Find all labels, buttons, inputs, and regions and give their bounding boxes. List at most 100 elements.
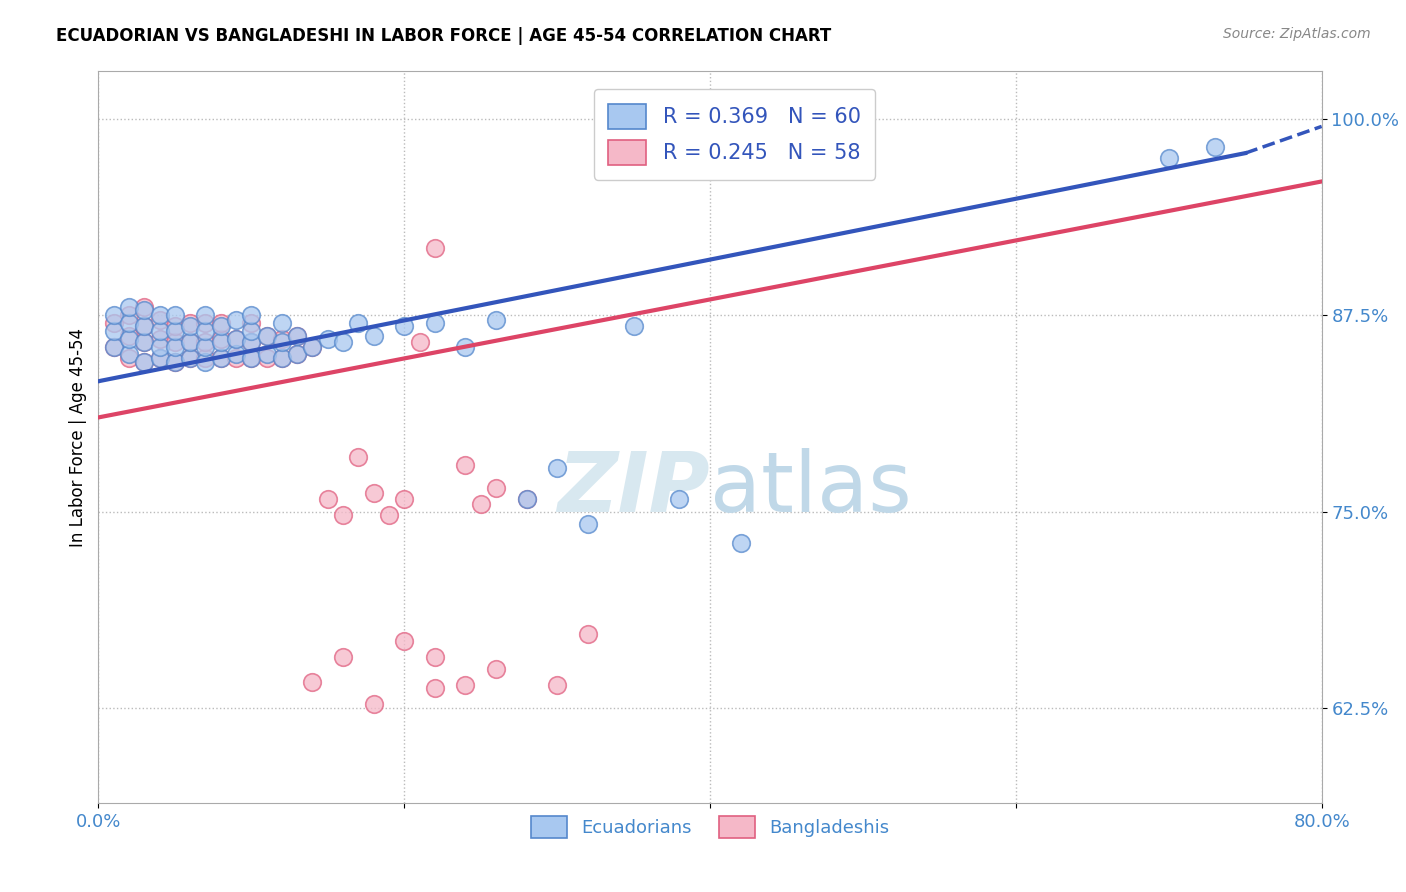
Point: [209, 316, 232, 330]
Point: [209, 334, 232, 349]
Point: [423, 681, 446, 695]
Point: [134, 355, 156, 369]
Point: [240, 308, 263, 322]
Point: [270, 334, 292, 349]
Point: [118, 351, 141, 365]
Point: [301, 340, 323, 354]
Point: [1157, 151, 1180, 165]
Point: [149, 351, 172, 365]
Point: [225, 347, 247, 361]
Point: [118, 308, 141, 322]
Point: [363, 486, 385, 500]
Point: [301, 340, 323, 354]
Point: [134, 301, 156, 315]
Point: [485, 481, 508, 495]
Point: [454, 458, 477, 472]
Point: [103, 308, 125, 322]
Point: [163, 355, 186, 369]
Point: [363, 697, 385, 711]
Point: [163, 308, 186, 322]
Point: [194, 324, 217, 338]
Legend: Ecuadorians, Bangladeshis: Ecuadorians, Bangladeshis: [523, 808, 897, 845]
Point: [240, 334, 263, 349]
Point: [485, 313, 508, 327]
Point: [240, 351, 263, 365]
Point: [332, 508, 354, 522]
Point: [516, 492, 538, 507]
Point: [225, 332, 247, 346]
Point: [485, 662, 508, 676]
Point: [392, 492, 416, 507]
Point: [576, 517, 599, 532]
Point: [301, 674, 323, 689]
Point: [270, 351, 292, 365]
Point: [623, 319, 645, 334]
Point: [134, 355, 156, 369]
Point: [225, 332, 247, 346]
Point: [209, 351, 232, 365]
Point: [454, 340, 477, 354]
Point: [194, 334, 217, 349]
Point: [408, 334, 430, 349]
Point: [270, 316, 292, 330]
Point: [225, 313, 247, 327]
Point: [134, 303, 156, 318]
Point: [118, 347, 141, 361]
Point: [730, 536, 752, 550]
Point: [256, 328, 278, 343]
Point: [134, 334, 156, 349]
Point: [149, 340, 172, 354]
Point: [179, 316, 201, 330]
Point: [149, 332, 172, 346]
Text: atlas: atlas: [710, 448, 911, 529]
Point: [149, 351, 172, 365]
Point: [1204, 140, 1226, 154]
Point: [209, 351, 232, 365]
Point: [209, 319, 232, 334]
Point: [163, 355, 186, 369]
Point: [179, 351, 201, 365]
Point: [118, 328, 141, 343]
Point: [149, 324, 172, 338]
Point: [285, 347, 308, 361]
Point: [134, 319, 156, 334]
Point: [423, 241, 446, 255]
Point: [270, 332, 292, 346]
Point: [194, 351, 217, 365]
Point: [270, 351, 292, 365]
Point: [546, 460, 568, 475]
Point: [392, 319, 416, 334]
Point: [240, 324, 263, 338]
Point: [470, 497, 492, 511]
Point: [118, 332, 141, 346]
Point: [134, 319, 156, 334]
Point: [576, 627, 599, 641]
Point: [194, 316, 217, 330]
Point: [103, 340, 125, 354]
Point: [163, 319, 186, 334]
Point: [179, 351, 201, 365]
Point: [179, 319, 201, 334]
Point: [225, 351, 247, 365]
Point: [163, 340, 186, 354]
Point: [347, 316, 370, 330]
Point: [668, 492, 690, 507]
Point: [240, 334, 263, 349]
Y-axis label: In Labor Force | Age 45-54: In Labor Force | Age 45-54: [69, 327, 87, 547]
Point: [240, 316, 263, 330]
Point: [209, 332, 232, 346]
Point: [179, 334, 201, 349]
Point: [546, 678, 568, 692]
Point: [194, 308, 217, 322]
Point: [332, 334, 354, 349]
Point: [103, 340, 125, 354]
Point: [194, 355, 217, 369]
Point: [363, 328, 385, 343]
Point: [118, 301, 141, 315]
Point: [423, 649, 446, 664]
Point: [316, 332, 339, 346]
Text: ECUADORIAN VS BANGLADESHI IN LABOR FORCE | AGE 45-54 CORRELATION CHART: ECUADORIAN VS BANGLADESHI IN LABOR FORCE…: [56, 27, 831, 45]
Point: [316, 492, 339, 507]
Point: [285, 328, 308, 343]
Point: [332, 649, 354, 664]
